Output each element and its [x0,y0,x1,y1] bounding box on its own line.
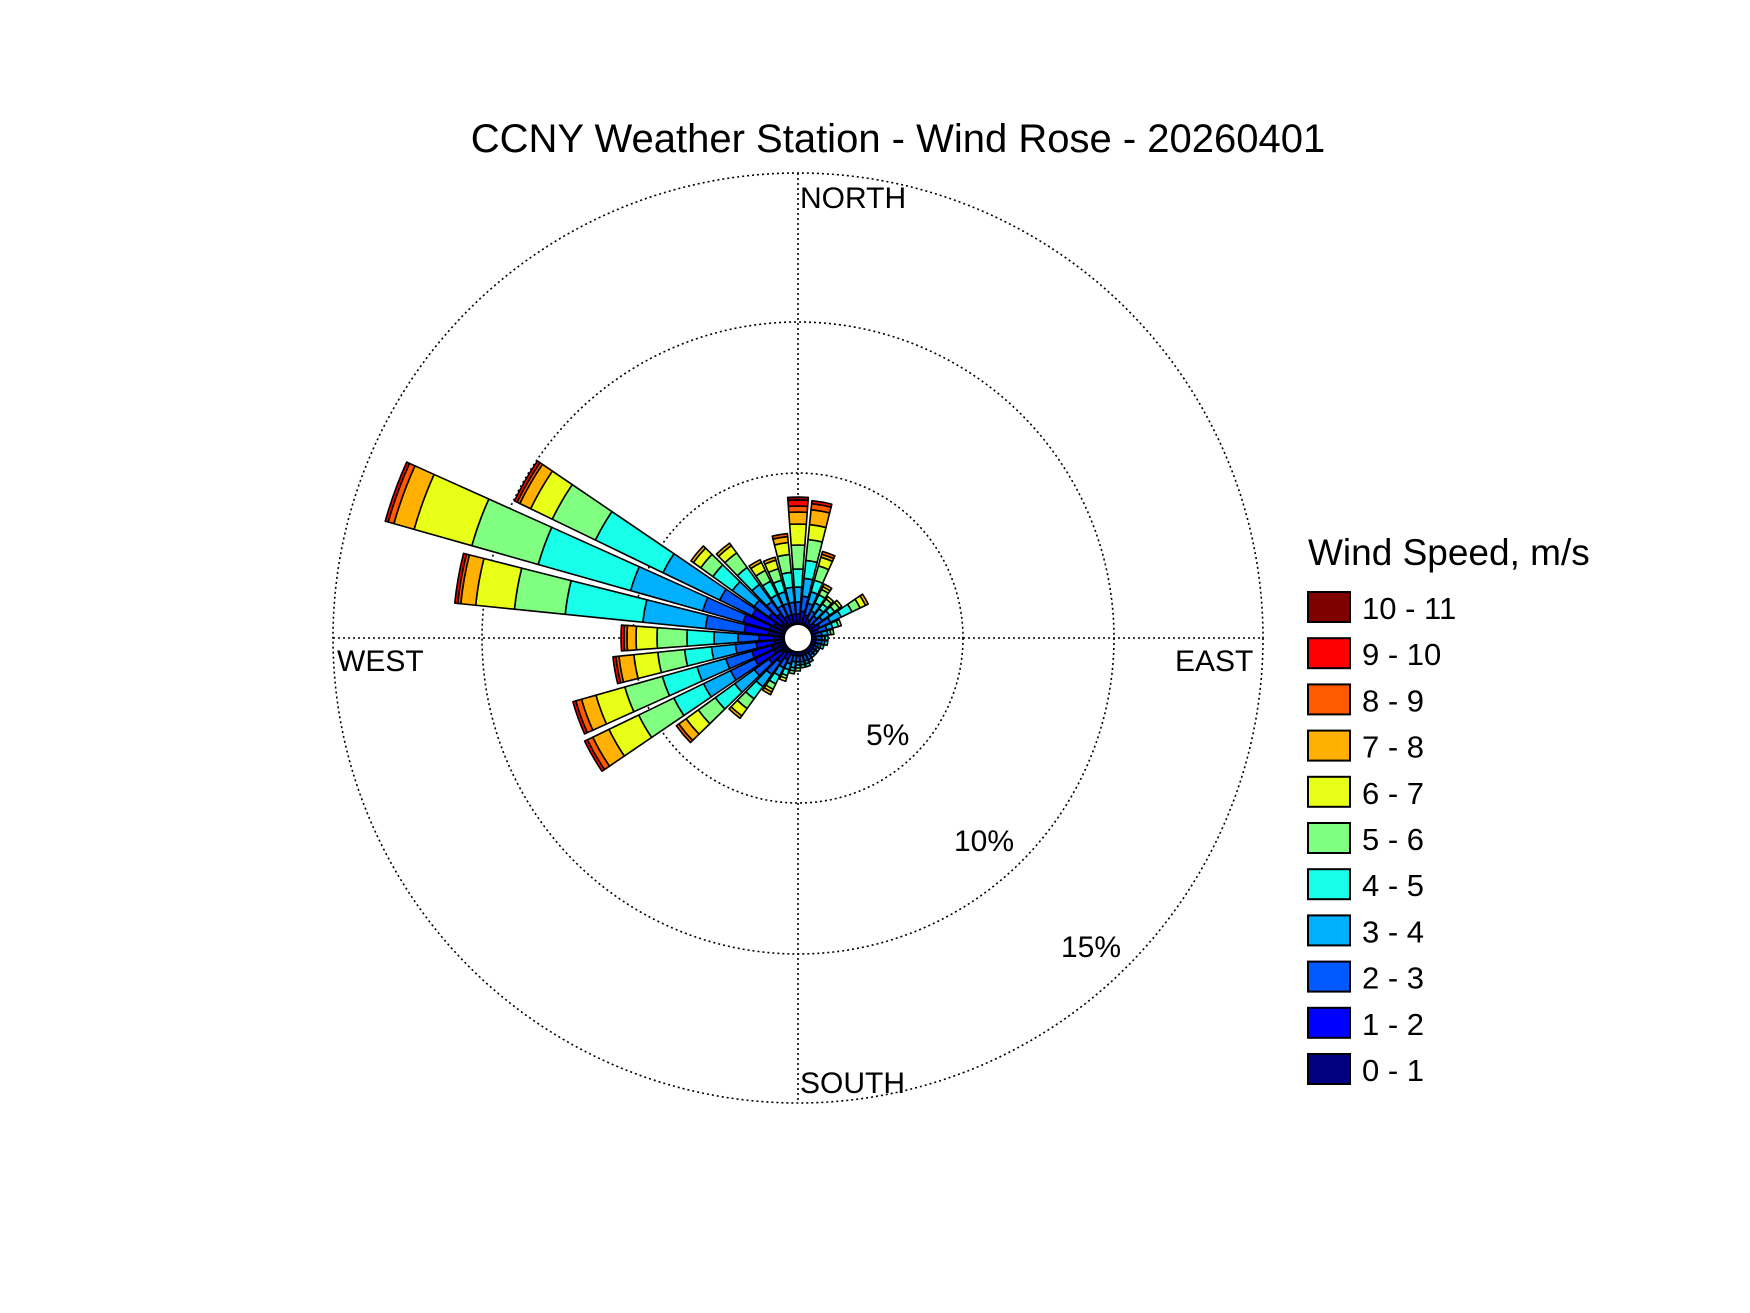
wedge-20deg-bin-8 [820,550,836,560]
legend-swatch-10 [1307,1053,1351,1085]
wedge-160deg-bin-4 [804,661,812,668]
wedge-70deg-bin-5 [835,618,843,628]
wedge-0deg-bin-10 [786,496,810,502]
legend-swatch-9 [1307,1006,1351,1039]
legend-swatch-2 [1307,683,1351,716]
calm-center [783,623,813,653]
legend-swatch-0 [1307,591,1351,623]
wedge-90deg-bin-4 [824,635,829,641]
wedge-110deg-bin-4 [819,643,825,650]
chart-title: CCNY Weather Station - Wind Rose - 20260… [471,117,1326,161]
legend-label-10: 0 - 1 [1362,1053,1424,1088]
wedge-270deg-bin-6 [635,625,659,651]
radial-label-15: 15% [1061,931,1121,964]
wedge-270deg-bin-4 [686,629,716,647]
legend-swatch-4 [1307,775,1351,808]
wedge-200deg-bin-6 [778,675,788,683]
wedge-270deg-bin-5 [656,626,689,650]
wedge-340deg-bin-7 [762,556,777,565]
wedge-260deg-bin-9 [612,655,622,685]
legend-label-6: 4 - 5 [1362,868,1424,903]
wedge-100deg-bin-4 [823,639,829,647]
wedge-270deg-bin-9 [620,624,626,652]
wedge-330deg-bin-7 [748,558,763,570]
legend-swatch-8 [1307,960,1351,993]
wedge-270deg-bin-3 [713,631,739,645]
wedge-280deg-bin-9 [453,552,468,605]
legend-label-3: 7 - 8 [1362,730,1424,765]
wedge-0deg-bin-3 [793,586,803,603]
legend-label-5: 5 - 6 [1362,822,1424,857]
legend-swatch-7 [1307,914,1351,947]
label-south: SOUTH [800,1067,905,1100]
wedge-180deg-bin-5 [794,667,802,672]
wedge-250deg-bin-9 [572,700,589,735]
legend-label-7: 3 - 4 [1362,914,1424,949]
legend-title: Wind Speed, m/s [1308,532,1590,573]
wedge-0deg-bin-6 [788,523,808,547]
wedge-300deg-bin-9 [513,460,541,504]
wedge-60deg-bin-7 [859,593,870,607]
wedge-210deg-bin-7 [761,686,773,696]
wedge-50deg-bin-6 [833,599,843,609]
wedge-0deg-bin-4 [792,568,804,588]
wedge-320deg-bin-7 [715,542,733,558]
label-east: EAST [1175,645,1253,678]
legend-label-4: 6 - 7 [1362,776,1424,811]
legend: 10 - 11 9 - 10 8 - 9 7 - 8 6 - 7 5 - 6 4 - 5 3 … [1307,591,1456,1088]
radial-label-10: 10% [954,825,1014,858]
legend-swatch-1 [1307,637,1351,670]
radial-label-5: 5% [866,719,909,752]
legend-label-8: 2 - 3 [1362,961,1424,996]
legend-swatch-3 [1307,729,1351,762]
wedge-190deg-bin-5 [788,669,796,675]
wedge-170deg-bin-4 [799,663,807,669]
legend-swatch-6 [1307,868,1351,901]
wedge-10deg-bin-9 [810,499,833,508]
wedge-310deg-bin-7 [690,545,707,564]
legend-label-9: 1 - 2 [1362,1007,1424,1042]
wedge-270deg-bin-7 [626,624,638,652]
wedge-270deg-bin-2 [737,632,760,644]
label-west: WEST [337,645,424,678]
wedge-80deg-bin-5 [829,628,835,636]
polar-grid [332,172,1264,1104]
legend-swatch-5 [1307,822,1351,854]
wedge-40deg-bin-6 [825,595,835,605]
wedge-0deg-bin-7 [787,511,809,526]
wedge-350deg-bin-8 [771,532,789,540]
legend-label-2: 8 - 9 [1362,683,1424,718]
label-north: NORTH [800,182,906,215]
legend-label-1: 9 - 10 [1362,637,1441,672]
wedge-230deg-bin-8 [675,723,694,744]
legend-label-0: 10 - 11 [1362,591,1456,626]
wedge-220deg-bin-7 [728,706,743,720]
wedge-240deg-bin-9 [583,739,606,773]
wedge-290deg-bin-9 [384,461,411,523]
wedge-0deg-bin-5 [790,544,806,570]
wedge-30deg-bin-7 [822,583,833,592]
